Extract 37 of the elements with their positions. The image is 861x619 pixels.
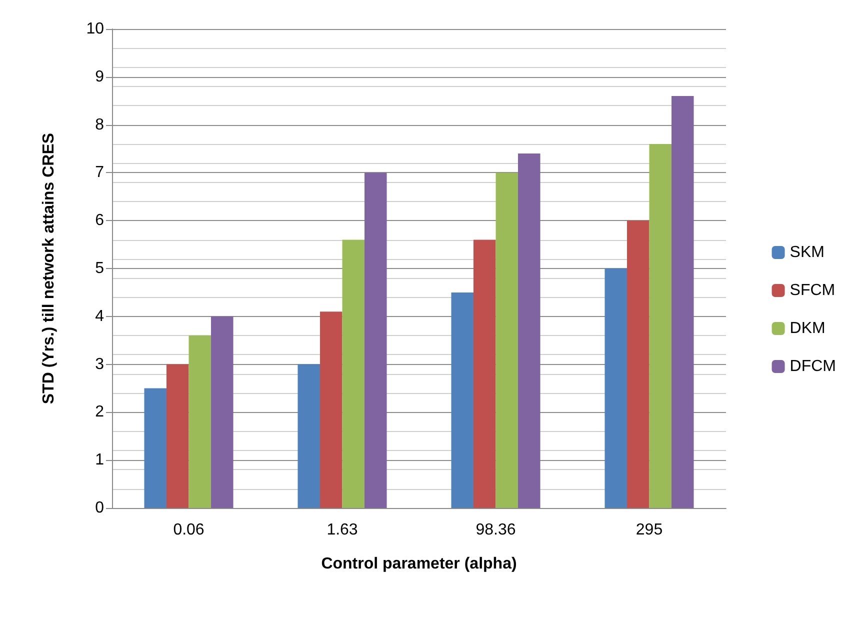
y-tick-label: 6 [95, 212, 104, 230]
legend-label: DFCM [790, 358, 836, 375]
bar [166, 364, 189, 508]
x-tick-label: 295 [636, 522, 663, 538]
bar [320, 312, 342, 508]
y-tick-label: 5 [95, 260, 104, 277]
y-tick-label: 0 [95, 500, 104, 516]
legend-label: SKM [790, 244, 824, 261]
x-tick-label: 98.36 [476, 522, 516, 538]
bar [342, 240, 365, 508]
bar [672, 96, 694, 508]
y-axis-title: STD (Yrs.) till network attains CRES [40, 132, 58, 404]
y-tick-label: 7 [95, 164, 104, 182]
y-tick-label: 8 [95, 116, 104, 134]
x-tick-label: 1.63 [326, 522, 358, 538]
y-tick-label: 2 [95, 404, 104, 421]
legend-label: SFCM [790, 282, 836, 299]
bar [473, 240, 496, 508]
y-tick-label: 3 [95, 356, 104, 373]
y-tick-label: 10 [86, 20, 104, 38]
bar [364, 172, 387, 508]
bar [496, 172, 518, 508]
bar [626, 220, 650, 508]
legend-label: DKM [790, 320, 826, 337]
y-tick-label: 1 [95, 452, 104, 469]
bar [188, 336, 212, 508]
bar [604, 268, 627, 508]
y-tick-label: 9 [95, 68, 104, 86]
bar [518, 154, 540, 508]
bar [211, 316, 234, 508]
y-tick-label: 4 [95, 308, 104, 325]
x-axis-title: Control parameter (alpha) [321, 556, 517, 572]
bar [298, 364, 320, 508]
x-tick-label: 0.06 [173, 522, 204, 538]
bar [144, 388, 166, 508]
bar [451, 292, 474, 508]
bar [649, 144, 672, 508]
